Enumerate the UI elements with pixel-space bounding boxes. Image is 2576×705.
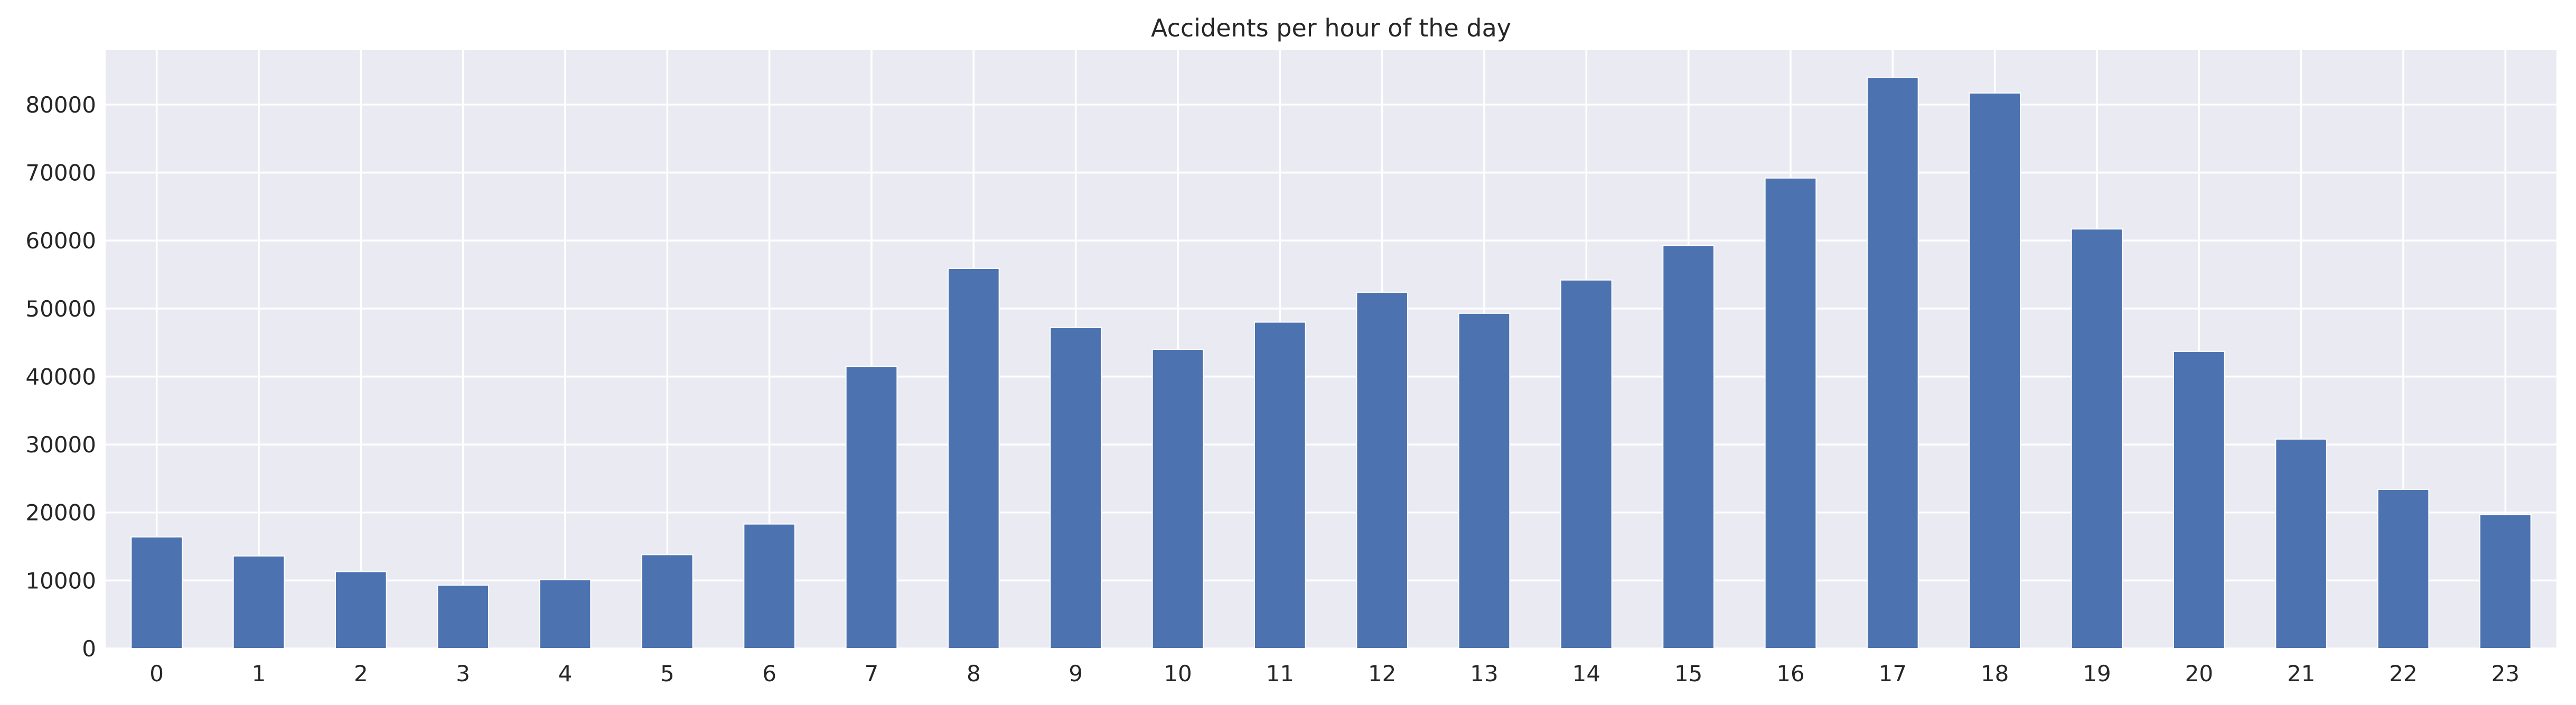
x-tick-label: 2 [354,661,368,687]
x-tick-label: 6 [762,661,776,687]
bar-hour-21 [2275,438,2328,649]
bar-hour-20 [2173,350,2225,649]
x-tick-label: 9 [1069,661,1083,687]
bar-hour-19 [2071,228,2123,649]
x-tick-label: 19 [2083,661,2111,687]
chart-title: Accidents per hour of the day [1151,14,1511,42]
x-tick-label: 13 [1470,661,1498,687]
x-tick-label: 22 [2389,661,2417,687]
bar-hour-15 [1662,245,1715,650]
bar-hour-13 [1458,312,1511,649]
x-tick-label: 21 [2287,661,2315,687]
bar-hour-16 [1764,177,1817,649]
bar-hour-23 [2479,514,2532,649]
plot-area [106,50,2556,648]
bar-hour-14 [1560,279,1613,649]
x-tick-label: 17 [1879,661,1907,687]
x-tick-label: 5 [660,661,675,687]
x-tick-label: 12 [1368,661,1396,687]
bar-hour-18 [1969,92,2021,650]
y-tick-label: 80000 [25,92,96,118]
x-tick-label: 23 [2491,661,2519,687]
bar-hour-12 [1356,291,1408,649]
y-tick-label: 60000 [25,228,96,254]
y-axis-ticks: 0 10000 20000 30000 40000 50000 60000 70000 8000… [25,92,96,662]
x-tick-label: 7 [865,661,879,687]
x-tick-label: 10 [1164,661,1192,687]
x-tick-label: 18 [1981,661,2009,687]
x-tick-label: 20 [2185,661,2213,687]
bar-hour-3 [437,585,489,649]
x-tick-label: 14 [1572,661,1600,687]
bar-hour-5 [641,554,694,649]
bar-hour-2 [335,571,387,649]
y-tick-label: 30000 [25,432,96,458]
x-tick-label: 15 [1674,661,1702,687]
bar-hour-8 [948,267,1000,649]
bar-hour-6 [743,523,796,649]
bar-hour-4 [539,579,592,649]
bar-hour-0 [130,536,183,650]
x-tick-label: 1 [252,661,266,687]
x-axis-ticks: 0 1 2 3 4 5 6 7 8 9 10 11 12 13 14 15 16 17 18 19 20 21 22 23 [149,661,2519,687]
bar-hour-7 [845,366,898,649]
bar-hour-22 [2377,488,2430,649]
y-tick-label: 20000 [25,500,96,526]
y-tick-label: 70000 [25,160,96,186]
bar-hour-11 [1254,321,1306,649]
x-tick-label: 8 [967,661,981,687]
y-tick-label: 0 [82,636,96,662]
y-tick-label: 50000 [25,296,96,322]
bar-hour-10 [1151,349,1204,649]
bar-hour-1 [232,555,285,650]
x-tick-label: 4 [558,661,573,687]
x-tick-label: 0 [149,661,164,687]
x-tick-label: 11 [1266,661,1294,687]
x-tick-label: 3 [456,661,470,687]
x-tick-label: 16 [1776,661,1804,687]
y-tick-label: 40000 [25,364,96,389]
y-tick-label: 10000 [25,568,96,593]
bar-hour-9 [1050,327,1102,649]
bar-hour-17 [1867,77,1919,649]
bars [130,77,2532,650]
